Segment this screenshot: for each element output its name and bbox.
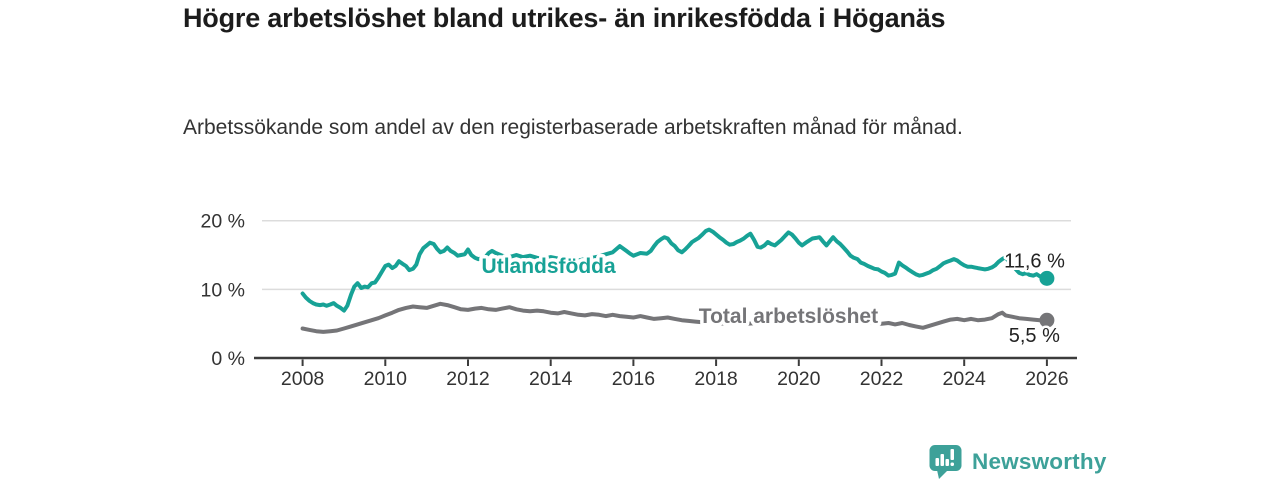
series-line-total <box>300 301 1049 334</box>
x-tick-label: 2010 <box>364 368 408 390</box>
y-tick-label: 10 % <box>201 279 245 301</box>
newsworthy-logo-text: Newsworthy <box>972 449 1107 474</box>
newsworthy-logo: Newsworthy <box>929 444 1107 480</box>
bar-chart-speech-bubble-icon <box>929 445 962 479</box>
series-line-utlandsfodda <box>300 227 1049 313</box>
x-tick-label: 2026 <box>1025 368 1068 390</box>
x-tick-label: 2018 <box>694 368 737 390</box>
y-tick-label: 20 % <box>201 211 245 233</box>
x-tick-label: 2020 <box>777 368 821 390</box>
x-tick-label: 2022 <box>860 368 903 390</box>
page-title: Högre arbetslöshet bland utrikes- än inr… <box>183 3 946 33</box>
series-label-total: Total arbetslöshet <box>699 305 878 328</box>
y-tick-label: 0 % <box>211 348 245 370</box>
series-end-value: 5,5 % <box>1009 325 1060 347</box>
series-label-utlandsfodda: Utlandsfödda <box>482 255 616 278</box>
page-subtitle: Arbetssökande som andel av den registerb… <box>183 116 963 139</box>
x-tick-label: 2008 <box>281 368 324 390</box>
x-tick-label: 2014 <box>529 368 573 390</box>
series-end-value: 11,6 % <box>1004 250 1065 272</box>
series-end-dot <box>1039 312 1055 328</box>
series-end-dot <box>1039 270 1055 286</box>
x-tick-label: 2016 <box>612 368 655 390</box>
x-tick-label: 2024 <box>943 368 987 390</box>
x-tick-label: 2012 <box>446 368 489 390</box>
